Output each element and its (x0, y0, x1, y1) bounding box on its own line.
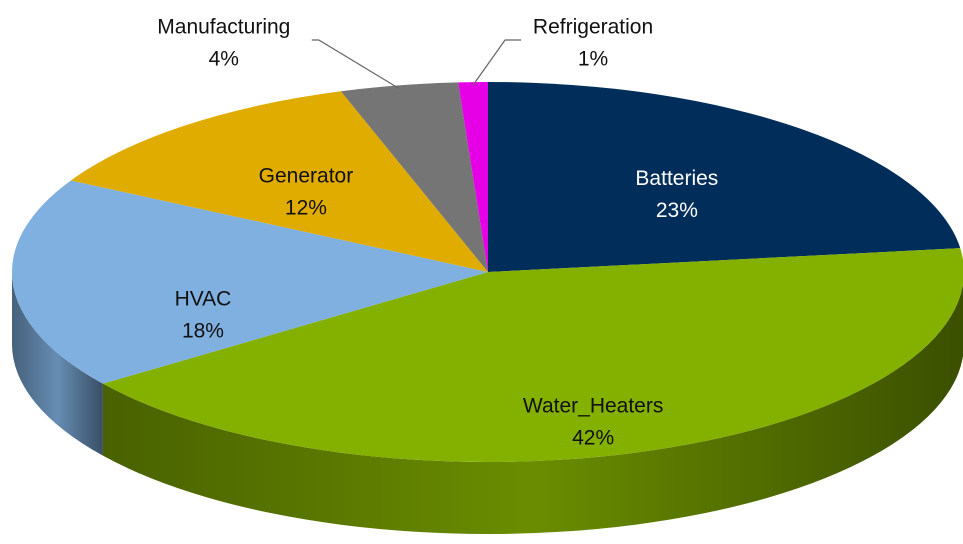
slice-value-label: 23% (656, 199, 698, 222)
slice (11, 180, 489, 384)
slice-label: Water_Heaters (523, 394, 663, 417)
slice-label: Batteries (635, 167, 718, 190)
slice-label: Generator (259, 164, 354, 187)
slice-label: Refrigeration (533, 16, 653, 39)
slice-value-label: 1% (578, 48, 608, 71)
slice (70, 91, 488, 273)
leader-line (311, 39, 400, 89)
slice-value-label: 42% (572, 426, 614, 449)
slice-label: HVAC (175, 287, 232, 310)
slice-side (102, 283, 963, 534)
slice (458, 82, 488, 272)
slice (488, 82, 961, 272)
slice-value-label: 18% (182, 319, 224, 342)
slice-side (12, 272, 103, 456)
slice-value-label: 12% (285, 196, 327, 219)
slice (102, 248, 963, 462)
slice-value-label: 4% (209, 48, 239, 71)
slice-label: Manufacturing (157, 16, 290, 39)
slice (340, 82, 488, 272)
leader-line (472, 39, 522, 86)
